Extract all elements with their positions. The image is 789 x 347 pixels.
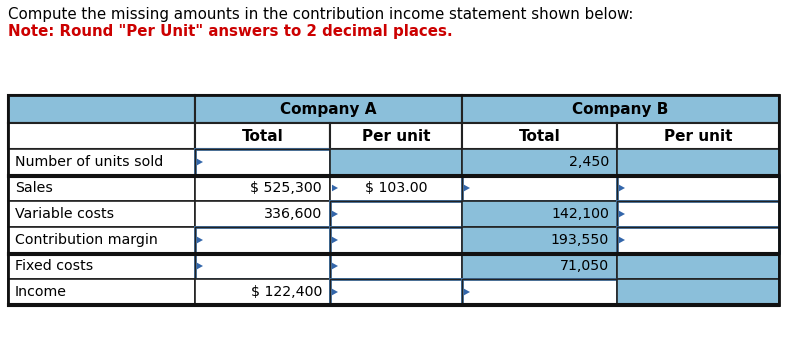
Bar (195, 201, 330, 227)
Text: Per unit: Per unit (664, 128, 732, 144)
Bar (617, 253, 779, 279)
Polygon shape (197, 159, 203, 165)
Bar (330, 201, 462, 227)
Bar (462, 253, 617, 279)
Bar (617, 149, 779, 175)
Text: 193,550: 193,550 (551, 233, 609, 247)
Bar (8, 149, 195, 175)
Bar (8, 95, 195, 123)
Text: Contribution margin: Contribution margin (15, 233, 158, 247)
Text: Per unit: Per unit (361, 128, 430, 144)
Bar (8, 95, 779, 305)
Bar (195, 253, 330, 279)
Bar (195, 279, 330, 305)
Bar (462, 175, 617, 201)
Bar (617, 227, 779, 253)
Bar (617, 227, 779, 253)
Bar (8, 123, 195, 149)
Bar (330, 279, 462, 305)
Bar (330, 253, 462, 279)
Bar (330, 149, 462, 175)
Polygon shape (332, 263, 338, 269)
Text: $ 122,400: $ 122,400 (251, 285, 322, 299)
Polygon shape (197, 237, 203, 243)
Bar (330, 253, 462, 279)
Text: 336,600: 336,600 (264, 207, 322, 221)
Bar (330, 201, 462, 227)
Text: Variable costs: Variable costs (15, 207, 114, 221)
Bar (617, 175, 779, 201)
Text: Compute the missing amounts in the contribution income statement shown below:: Compute the missing amounts in the contr… (8, 7, 634, 22)
Polygon shape (197, 263, 203, 269)
Bar (462, 123, 617, 149)
Polygon shape (619, 237, 625, 243)
Bar (195, 175, 330, 201)
Polygon shape (332, 289, 338, 295)
Bar (195, 227, 330, 253)
Text: $ 525,300: $ 525,300 (250, 181, 322, 195)
Bar (330, 227, 462, 253)
Bar (462, 149, 617, 175)
Polygon shape (619, 185, 625, 191)
Bar (8, 279, 195, 305)
Bar (8, 175, 195, 201)
Text: Fixed costs: Fixed costs (15, 259, 93, 273)
Bar (8, 227, 195, 253)
Text: Company A: Company A (280, 102, 377, 117)
Text: Number of units sold: Number of units sold (15, 155, 163, 169)
Bar (462, 175, 617, 201)
Bar (617, 279, 779, 305)
Bar (462, 201, 617, 227)
Text: 2,450: 2,450 (569, 155, 609, 169)
Text: Total: Total (241, 128, 283, 144)
Bar (195, 123, 330, 149)
Text: 142,100: 142,100 (552, 207, 609, 221)
Bar (195, 149, 330, 175)
Polygon shape (464, 289, 470, 295)
Bar (195, 253, 330, 279)
Text: Sales: Sales (15, 181, 53, 195)
Bar (462, 279, 617, 305)
Polygon shape (332, 211, 338, 217)
Bar (462, 227, 617, 253)
Bar (330, 227, 462, 253)
Text: $ 103.00: $ 103.00 (365, 181, 428, 195)
Bar (330, 123, 462, 149)
Bar (195, 149, 330, 175)
Bar (462, 279, 617, 305)
Polygon shape (464, 185, 470, 191)
Bar (8, 201, 195, 227)
Bar (617, 175, 779, 201)
Bar (330, 175, 462, 201)
Bar (195, 227, 330, 253)
Bar (8, 253, 195, 279)
Polygon shape (332, 185, 338, 191)
Bar (462, 95, 779, 123)
Bar (330, 279, 462, 305)
Polygon shape (619, 211, 625, 217)
Text: Note: Round "Per Unit" answers to 2 decimal places.: Note: Round "Per Unit" answers to 2 deci… (8, 24, 453, 39)
Text: 71,050: 71,050 (560, 259, 609, 273)
Text: Company B: Company B (572, 102, 669, 117)
Bar (617, 201, 779, 227)
Text: Total: Total (518, 128, 560, 144)
Text: Income: Income (15, 285, 67, 299)
Polygon shape (332, 237, 338, 243)
Bar (195, 95, 462, 123)
Bar (617, 201, 779, 227)
Bar (617, 123, 779, 149)
